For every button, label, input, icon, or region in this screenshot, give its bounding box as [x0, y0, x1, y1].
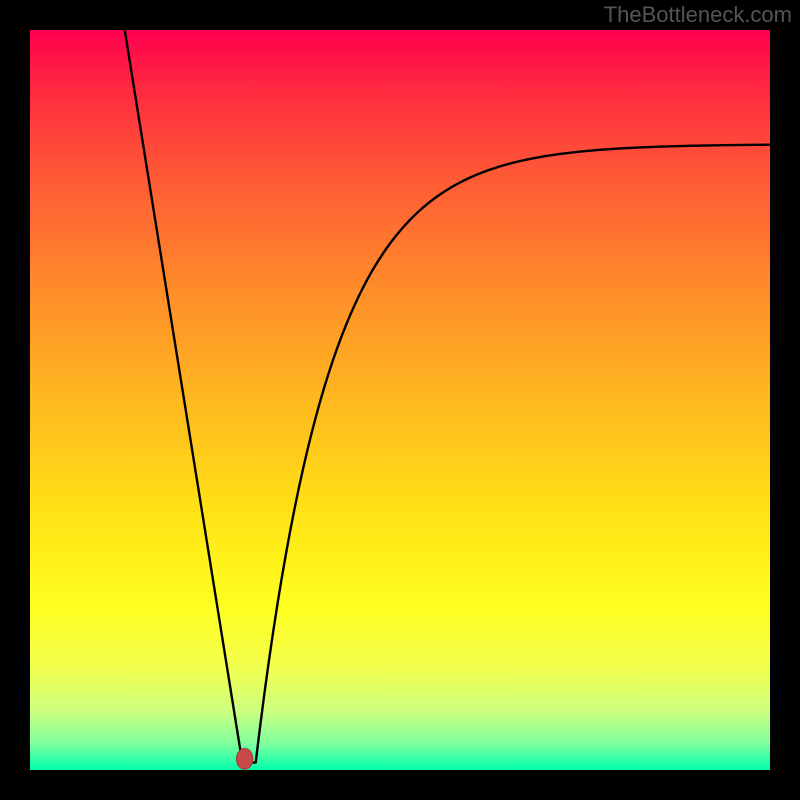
watermark-text: TheBottleneck.com [604, 2, 792, 28]
chart-svg [0, 0, 800, 800]
plot-area [30, 30, 770, 770]
optimal-point-marker [236, 749, 252, 770]
chart-container: TheBottleneck.com [0, 0, 800, 800]
